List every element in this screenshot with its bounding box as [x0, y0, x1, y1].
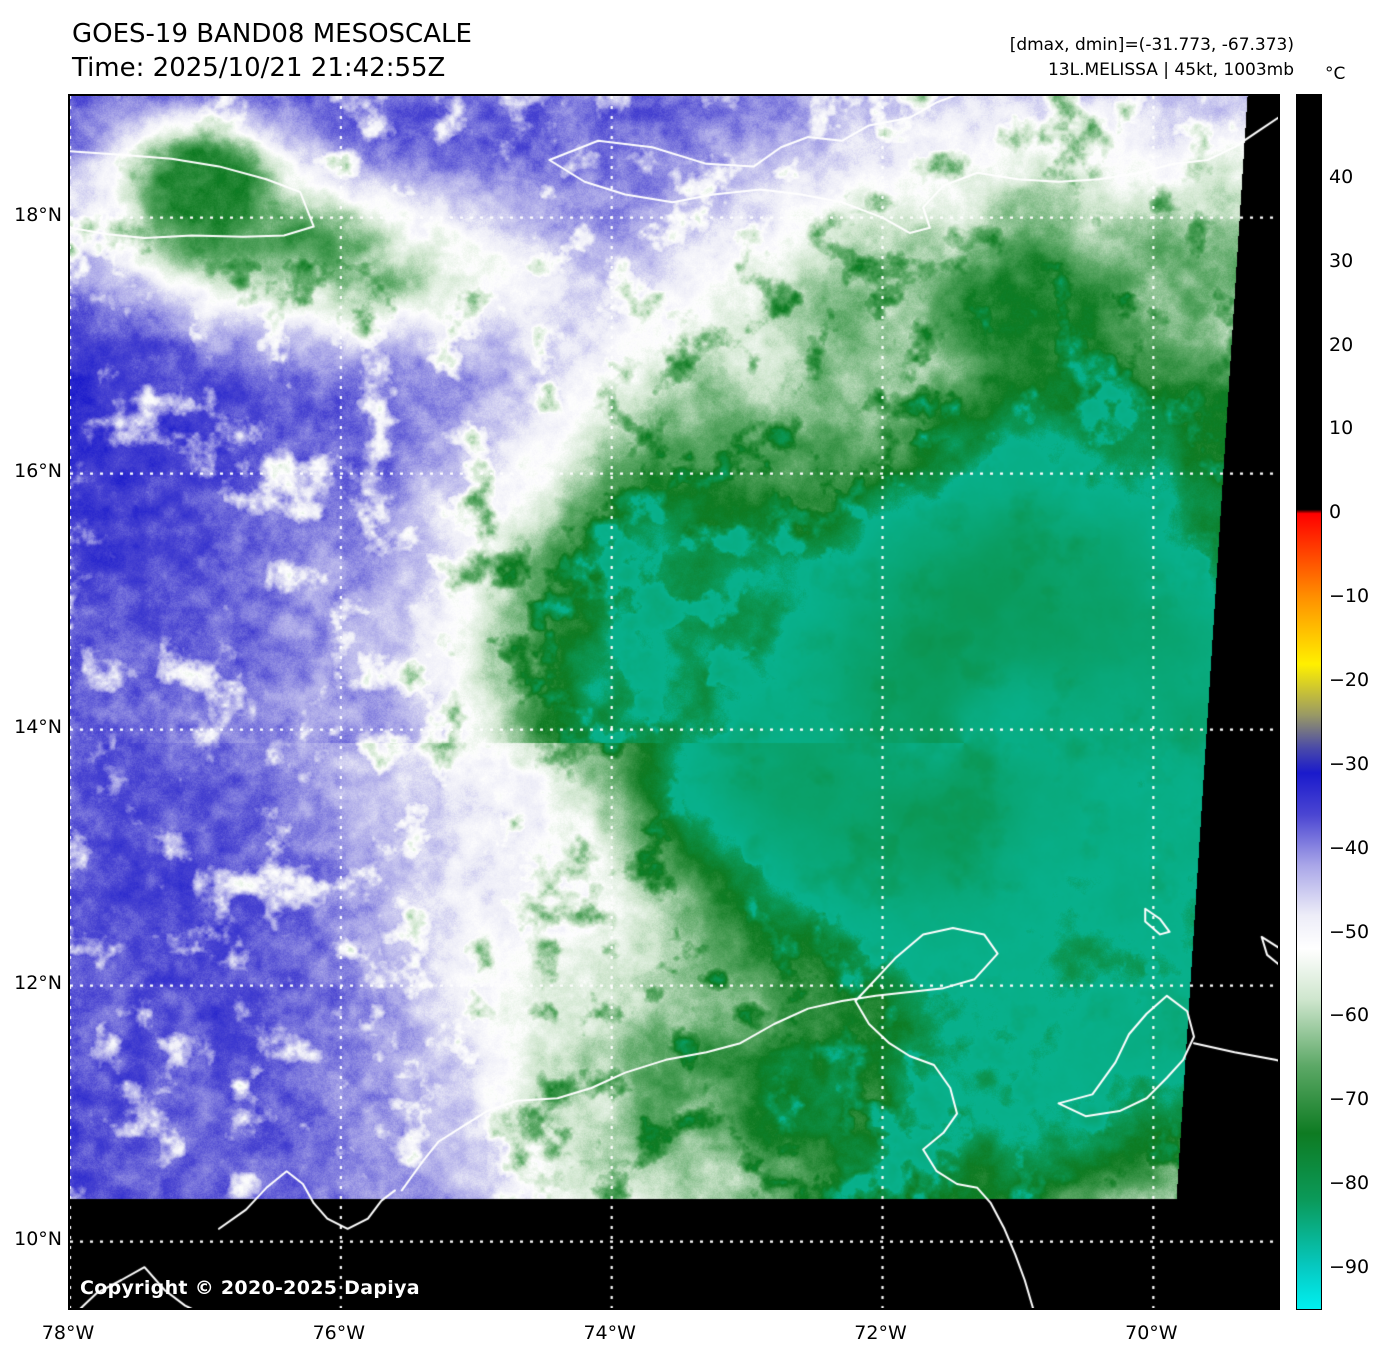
- colorbar-tick-label: 30: [1329, 249, 1354, 272]
- data-range-text: [dmax, dmin]=(-31.773, -67.373): [1009, 35, 1294, 55]
- colorbar-tick-label: −60: [1329, 1004, 1370, 1027]
- colorbar-tick-label: −50: [1329, 920, 1370, 943]
- colorbar-tick-label: −70: [1329, 1088, 1370, 1111]
- latitude-tick-label: 12°N: [14, 971, 62, 994]
- colorbar-unit-label: °C: [1325, 64, 1346, 84]
- longitude-tick-label: 72°W: [854, 1322, 907, 1344]
- longitude-tick-label: 78°W: [41, 1322, 95, 1344]
- map-plot-area[interactable]: [68, 94, 1280, 1310]
- title-line-product: GOES-19 BAND08 MESOSCALE: [72, 19, 472, 49]
- colorbar-tick-label: 20: [1329, 333, 1354, 356]
- longitude-tick-label: 74°W: [583, 1322, 636, 1344]
- colorbar-tick-label: −20: [1329, 669, 1370, 692]
- colorbar-tick-label: 40: [1329, 165, 1354, 188]
- figure-metadata: [dmax, dmin]=(-31.773, -67.373) 13L.MELI…: [1010, 33, 1294, 82]
- colorbar-tick-label: −80: [1329, 1172, 1370, 1195]
- temperature-colorbar[interactable]: [1296, 94, 1322, 1310]
- longitude-tick-label: 70°W: [1125, 1322, 1178, 1344]
- colorbar-tick-label: 10: [1329, 417, 1354, 440]
- storm-info-text: 13L.MELISSA | 45kt, 1003mb: [1047, 59, 1294, 80]
- latitude-tick-label: 18°N: [14, 203, 62, 226]
- latitude-tick-label: 10°N: [14, 1227, 62, 1250]
- figure-title: GOES-19 BAND08 MESOSCALE Time: 2025/10/2…: [72, 18, 472, 86]
- colorbar-tick-label: −30: [1329, 752, 1370, 775]
- copyright-label: Copyright © 2020-2025 Dapiya: [80, 1277, 420, 1299]
- latitude-tick-label: 14°N: [14, 715, 62, 738]
- colorbar-tick-label: −90: [1329, 1256, 1370, 1279]
- latitude-tick-label: 16°N: [14, 459, 62, 482]
- title-line-time: Time: 2025/10/21 21:42:55Z: [72, 52, 446, 83]
- satellite-imagery-canvas: [70, 96, 1278, 1308]
- colorbar-tick-label: −10: [1329, 585, 1370, 608]
- longitude-tick-label: 76°W: [312, 1322, 366, 1344]
- colorbar-tick-label: 0: [1329, 501, 1342, 524]
- colorbar-tick-label: −40: [1329, 836, 1370, 859]
